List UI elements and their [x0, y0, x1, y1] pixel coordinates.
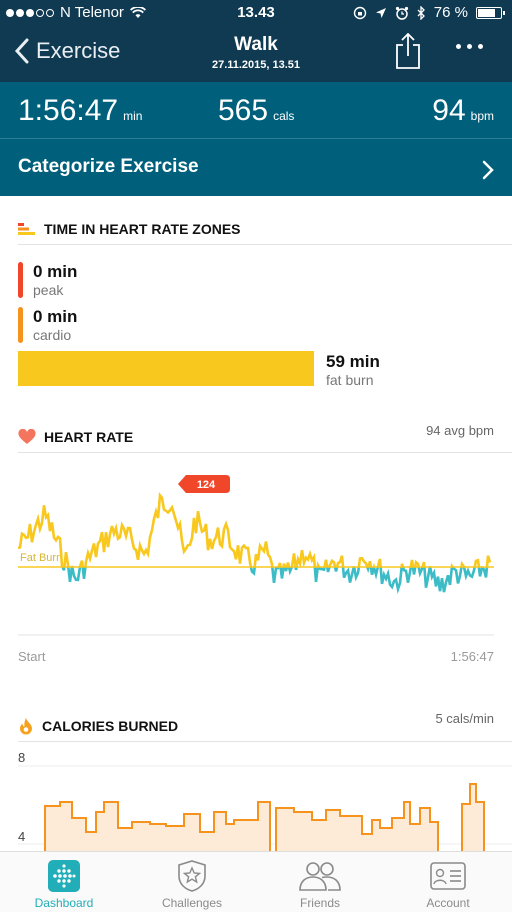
fat-burn-label: fat burn — [326, 372, 374, 388]
fat-burn-bar — [18, 351, 314, 386]
dashboard-icon — [48, 860, 80, 892]
alarm-icon — [395, 6, 408, 20]
header-bar: N Telenor 13.43 76 % — [0, 0, 512, 82]
peak-marker-value: 124 — [197, 479, 216, 491]
calories-y-top: 8 — [18, 750, 26, 765]
tab-account[interactable]: Account — [384, 852, 512, 912]
signal-icon — [6, 8, 54, 17]
avg-bpm: 94 avg bpm — [426, 423, 494, 438]
heart-icon — [18, 429, 36, 444]
chart-end-label: 1:56:47 — [450, 649, 494, 664]
calories-stat: 565 cals — [218, 94, 294, 128]
zones-section-header: TIME IN HEART RATE ZONES — [18, 221, 241, 237]
battery-icon — [476, 6, 505, 19]
calories-section-header: CALORIES BURNED — [18, 717, 178, 735]
calories-title: CALORIES BURNED — [42, 718, 179, 734]
bluetooth-icon — [417, 5, 425, 20]
heart-rate-value: 94 — [432, 94, 466, 127]
calories-value: 565 — [218, 94, 269, 127]
heart-rate-stat: 94 bpm — [432, 94, 494, 128]
chevron-left-icon — [14, 38, 29, 64]
rotation-lock-icon — [353, 6, 366, 19]
location-icon — [375, 7, 386, 18]
account-icon — [430, 860, 466, 892]
zones-icon — [18, 223, 35, 235]
tab-label-challenges: Challenges — [161, 896, 223, 910]
tab-label-dashboard: Dashboard — [34, 896, 94, 910]
back-button[interactable]: Exercise — [14, 38, 120, 64]
duration-stat: 1:56:47 min — [18, 94, 142, 128]
tab-dashboard[interactable]: Dashboard — [0, 852, 128, 912]
peak-zone-bar — [18, 262, 23, 298]
tab-friends[interactable]: Friends — [256, 852, 384, 912]
flame-icon — [20, 718, 32, 735]
cardio-zone-bar — [18, 307, 23, 343]
tab-challenges[interactable]: Challenges — [128, 852, 256, 912]
exercise-summary: 1:56:47 min 565 cals 94 bpm Categorize E… — [0, 82, 512, 196]
divider — [18, 244, 512, 245]
zone-fat-burn: 59 min fat burn — [326, 352, 380, 388]
heart-rate-title: HEART RATE — [44, 429, 134, 445]
battery-percent: 76 % — [433, 4, 468, 21]
cardio-label: cardio — [33, 327, 72, 343]
challenges-icon — [177, 860, 207, 892]
status-bar: N Telenor 13.43 76 % — [0, 0, 512, 26]
calories-area — [18, 784, 494, 852]
tab-label-account: Account — [426, 896, 470, 910]
page-title: Walk — [234, 34, 278, 55]
divider — [18, 452, 512, 453]
cardio-value: 0 min — [33, 307, 78, 326]
heart-rate-unit: bpm — [470, 109, 494, 123]
fat-burn-threshold-label: Fat Burn — [20, 552, 62, 564]
heart-rate-line-fat-burn — [17, 492, 492, 567]
duration-value: 1:56:47 — [18, 94, 119, 127]
calories-rate: 5 cals/min — [435, 711, 494, 726]
chevron-right-icon[interactable] — [482, 160, 494, 180]
page-subtitle: 27.11.2015, 13.51 — [211, 59, 301, 71]
duration-unit: min — [123, 109, 143, 123]
status-left: N Telenor — [6, 4, 146, 21]
wifi-icon — [129, 6, 146, 18]
share-icon[interactable] — [394, 32, 422, 70]
peak-value: 0 min — [33, 262, 78, 281]
heart-rate-line-below-zone — [61, 567, 489, 595]
fat-burn-value: 59 min — [326, 352, 380, 371]
status-time: 13.43 — [237, 4, 275, 21]
peak-label: peak — [33, 282, 64, 298]
zones-title: TIME IN HEART RATE ZONES — [44, 221, 241, 237]
tab-bar: Dashboard Challenges Friends — [0, 851, 512, 912]
back-label: Exercise — [36, 38, 121, 63]
friends-icon — [298, 860, 342, 892]
calories-chart — [18, 765, 512, 852]
calories-unit: cals — [273, 109, 295, 123]
carrier-name: N Telenor — [60, 4, 124, 21]
more-options-icon[interactable] — [456, 44, 483, 49]
heart-rate-section-header: HEART RATE — [18, 429, 133, 445]
status-right: 76 % — [353, 4, 505, 21]
heart-rate-chart: Fat Burn 124 — [17, 475, 494, 636]
summary-divider — [0, 138, 512, 139]
chart-start-label: Start — [18, 649, 46, 664]
tab-label-friends: Friends — [299, 896, 340, 910]
categorize-exercise-button[interactable]: Categorize Exercise — [18, 156, 199, 177]
zone-cardio: 0 min cardio — [18, 307, 77, 343]
calories-y-mid: 4 — [18, 829, 26, 844]
peak-marker: 124 — [178, 475, 230, 493]
divider — [18, 741, 512, 742]
calories-line — [18, 783, 494, 852]
zone-peak: 0 min peak — [18, 262, 77, 298]
